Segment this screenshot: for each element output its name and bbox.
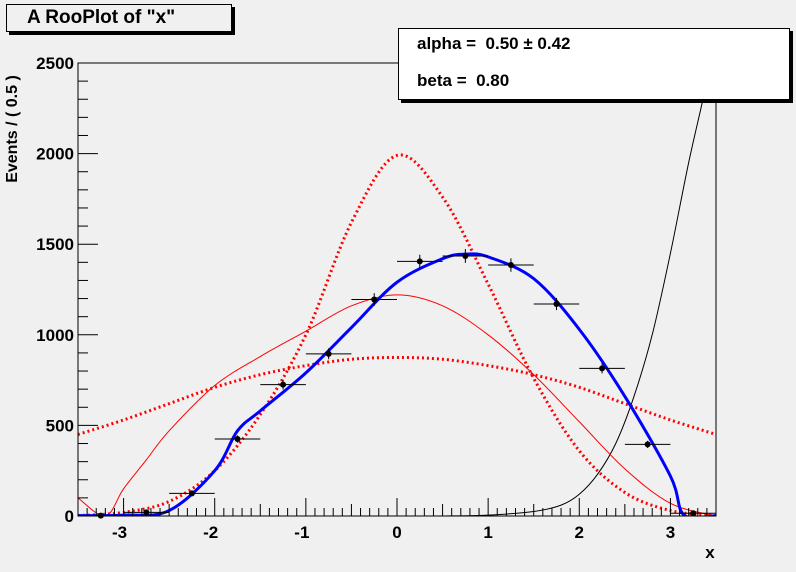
alpha-error: 0.42	[537, 34, 571, 53]
y-tick-label: 1500	[36, 235, 74, 254]
data-point	[169, 490, 215, 497]
y-axis-label: Events / ( 0.5 )	[4, 75, 21, 183]
x-tick-label: -2	[203, 523, 218, 542]
data-point	[488, 258, 534, 272]
data-marker	[371, 296, 378, 303]
data-marker	[553, 300, 560, 307]
curve-series-2	[78, 355, 716, 436]
data-point	[214, 435, 261, 443]
alpha-name: alpha	[417, 34, 462, 53]
data-marker	[690, 510, 697, 517]
alpha-row: alpha = 0.50 ± 0.42	[417, 34, 571, 53]
curve-series-4	[442, 63, 711, 516]
x-tick-label: 3	[666, 523, 675, 542]
data-marker	[188, 490, 195, 497]
y-tick-label: 2000	[36, 145, 74, 164]
data-point	[260, 379, 306, 390]
y-tick-label: 1000	[36, 326, 74, 345]
data-marker	[644, 441, 651, 448]
y-tick-label: 0	[65, 507, 74, 526]
data-marker	[280, 381, 287, 388]
data-point	[123, 509, 170, 516]
y-tick-label: 500	[46, 416, 74, 435]
data-marker	[462, 252, 469, 259]
beta-name: beta	[417, 71, 452, 90]
x-tick-label: -3	[112, 523, 127, 542]
data-point	[670, 510, 716, 517]
plus-minus-sign: ±	[523, 34, 533, 53]
beta-row: beta = 0.80	[417, 71, 510, 90]
data-marker	[416, 258, 423, 265]
y-tick-label: 2500	[36, 54, 74, 73]
data-point	[351, 293, 397, 306]
x-axis-label: x	[705, 543, 715, 562]
x-tick-label: 1	[483, 523, 492, 542]
data-marker	[599, 365, 606, 372]
curve-layer	[78, 63, 716, 516]
data-point	[624, 440, 671, 449]
x-tick-label: 0	[392, 523, 401, 542]
x-tick-label: 2	[575, 523, 584, 542]
data-point	[533, 297, 580, 311]
data-point	[579, 363, 625, 374]
data-marker	[325, 350, 332, 357]
data-point	[442, 249, 489, 263]
curve-series-0	[78, 252, 716, 516]
alpha-value: 0.50	[485, 34, 519, 53]
data-marker	[234, 435, 241, 442]
fit-parameters-box: alpha = 0.50 ± 0.42 beta = 0.80	[398, 28, 790, 100]
data-point	[397, 254, 443, 269]
curve-series-3	[78, 294, 716, 516]
plot-frame-fill	[78, 63, 716, 516]
beta-value: 0.80	[476, 71, 510, 90]
data-marker	[143, 509, 150, 516]
plot-title-box: A RooPlot of "x"	[6, 4, 232, 32]
data-marker	[507, 262, 514, 269]
plot-title: A RooPlot of "x"	[27, 7, 176, 28]
axes-layer: 0 500 1000 1500 2000 2500 -3 -2 -1 0 1 2 3	[36, 54, 717, 542]
data-point-layer	[78, 249, 716, 519]
curve-series-1	[78, 153, 716, 516]
x-tick-label: -1	[294, 523, 309, 542]
data-point	[305, 348, 352, 360]
